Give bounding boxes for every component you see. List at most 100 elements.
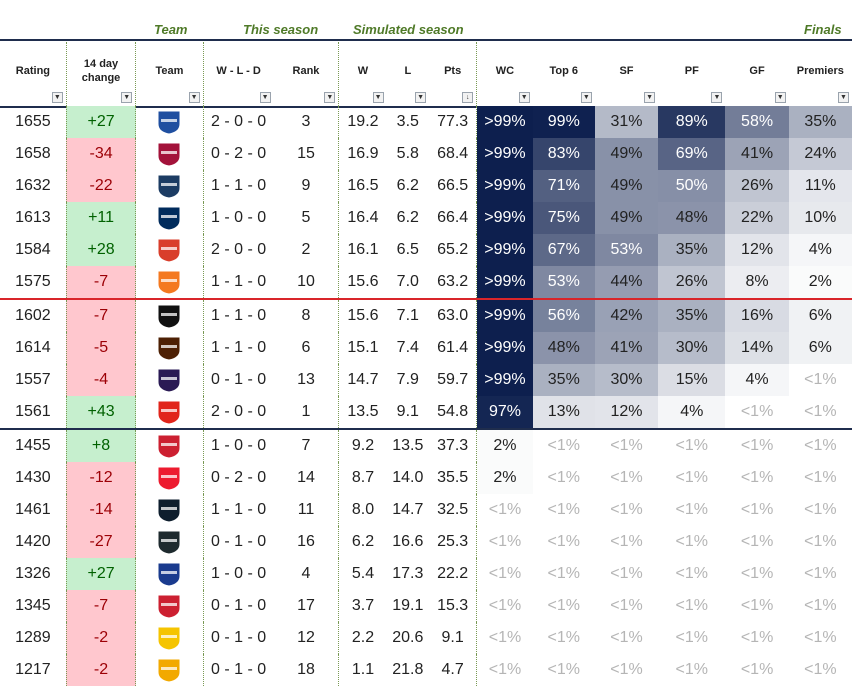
sort-desc-icon[interactable]: ↓ (462, 92, 474, 103)
pf-prob-cell: <1% (658, 462, 726, 494)
gf-prob-cell: <1% (725, 494, 789, 526)
wld-cell: 0 - 1 - 0 (202, 590, 274, 622)
sf-prob-cell: <1% (594, 622, 659, 654)
pf-prob-cell: <1% (658, 590, 726, 622)
suns-logo-icon (157, 238, 181, 263)
wld-cell: 1 - 1 - 0 (202, 299, 274, 332)
premiers-prob-cell: 24% (788, 138, 852, 170)
table-row: 1584 +28 2 - 0 - 0 2 16.1 6.5 65.2 >99% 67% 53% 35… (0, 234, 852, 266)
team-logo-cell (135, 170, 204, 202)
wc-prob-cell: <1% (476, 558, 533, 590)
wc-prob-cell: <1% (476, 654, 533, 686)
wins-cell: 16.9 (338, 138, 387, 170)
pf-prob-cell: <1% (658, 526, 726, 558)
gf-prob-cell: <1% (725, 526, 789, 558)
pf-prob-cell: <1% (658, 558, 726, 590)
team-logo-cell (135, 622, 204, 654)
wc-prob-cell: <1% (476, 590, 533, 622)
losses-cell: 19.1 (392, 597, 424, 614)
filter-dropdown-icon[interactable]: ▼ (711, 92, 723, 103)
wins-cell: 9.2 (338, 429, 387, 462)
gf-prob-cell: <1% (725, 654, 789, 686)
change-cell: -12 (65, 462, 136, 494)
table-row: 1420 -27 0 - 1 - 0 16 6.2 16.6 25.3 <1% <1% <1% <1… (0, 526, 852, 558)
premiers-prob-cell: <1% (788, 429, 852, 462)
points-cell: 63.0 (437, 307, 469, 324)
filter-dropdown-icon[interactable]: ▼ (324, 92, 336, 103)
sf-prob-cell: 31% (594, 106, 659, 138)
wld-cell: 0 - 1 - 0 (202, 526, 274, 558)
team-logo-cell (135, 332, 204, 364)
pf-prob-cell: 26% (658, 266, 726, 300)
top6-prob-cell: <1% (532, 654, 595, 686)
filter-dropdown-icon[interactable]: ▼ (518, 92, 530, 103)
sf-prob-cell: <1% (594, 654, 659, 686)
points-cell: 65.2 (437, 241, 469, 258)
points-cell: 4.7 (441, 661, 464, 678)
eagles-logo-icon (157, 658, 181, 683)
rank-cell: 14 (297, 469, 315, 486)
losses-cell: 21.8 (392, 661, 424, 678)
premiers-prob-cell: <1% (788, 494, 852, 526)
gf-prob-cell: 16% (725, 299, 789, 332)
filter-dropdown-icon[interactable]: ▼ (51, 92, 63, 103)
rank-cell: 10 (273, 266, 339, 300)
change-cell: -7 (65, 590, 136, 622)
filter-dropdown-icon[interactable]: ▼ (774, 92, 786, 103)
losses-cell: 7.1 (396, 307, 419, 324)
team-logo-cell (135, 364, 204, 396)
change-cell: +11 (65, 202, 136, 234)
header-l: L ▼ (387, 42, 429, 106)
header-pf: PF ▼ (658, 42, 725, 106)
wc-prob-cell: >99% (476, 266, 533, 300)
filter-dropdown-icon[interactable]: ▼ (580, 92, 592, 103)
crows-logo-icon (157, 206, 181, 231)
table-row: 1602 -7 1 - 1 - 0 8 15.6 7.1 63.0 >99% 56% 42% 35%… (0, 299, 852, 332)
team-logo-cell (135, 590, 204, 622)
pf-prob-cell: <1% (658, 654, 726, 686)
team-logo-cell (135, 138, 204, 170)
top6-prob-cell: <1% (532, 590, 595, 622)
wc-prob-cell: >99% (476, 106, 533, 138)
filter-dropdown-icon[interactable]: ▼ (838, 92, 849, 103)
gf-prob-cell: 12% (725, 234, 789, 266)
top6-prob-cell: 48% (532, 332, 595, 364)
magpies-logo-icon (157, 304, 181, 329)
gf-prob-cell: <1% (725, 622, 789, 654)
pf-prob-cell: <1% (658, 429, 726, 462)
filter-dropdown-icon[interactable]: ▼ (372, 92, 384, 103)
premiers-prob-cell: <1% (788, 526, 852, 558)
rating-cell: 1632 (15, 177, 51, 194)
team-logo-cell (135, 299, 204, 332)
filter-dropdown-icon[interactable]: ▼ (415, 92, 427, 103)
rank-cell: 12 (297, 629, 315, 646)
change-cell: -7 (65, 266, 136, 300)
rank-cell: 7 (301, 437, 311, 454)
wld-cell: 2 - 0 - 0 (202, 396, 274, 430)
filter-dropdown-icon[interactable]: ▼ (121, 92, 133, 103)
change-cell: -34 (65, 138, 136, 170)
pf-prob-cell: 50% (658, 170, 726, 202)
team-logo-cell (135, 558, 204, 590)
points-cell: 25.3 (437, 533, 469, 550)
sf-prob-cell: <1% (594, 494, 659, 526)
top6-prob-cell: 75% (532, 202, 595, 234)
wld-cell: 2 - 0 - 0 (202, 234, 274, 266)
filter-dropdown-icon[interactable]: ▼ (188, 92, 200, 103)
team-logo-cell (135, 462, 204, 494)
team-logo-cell (135, 526, 204, 558)
losses-cell: 9.1 (386, 396, 430, 430)
gf-prob-cell: 14% (725, 332, 789, 364)
filter-dropdown-icon[interactable]: ▼ (644, 92, 656, 103)
pf-prob-cell: 4% (658, 396, 726, 430)
top6-prob-cell: 35% (532, 364, 595, 396)
wld-cell: 0 - 1 - 0 (202, 654, 274, 686)
group-label-this-season: This season (243, 22, 319, 37)
pf-prob-cell: <1% (658, 494, 726, 526)
filter-dropdown-icon[interactable]: ▼ (259, 92, 271, 103)
gf-prob-cell: <1% (725, 429, 789, 462)
wld-cell: 1 - 0 - 0 (202, 429, 274, 462)
wins-cell: 3.7 (338, 590, 387, 622)
team-logo-cell (135, 429, 204, 462)
wld-cell: 0 - 2 - 0 (202, 138, 274, 170)
